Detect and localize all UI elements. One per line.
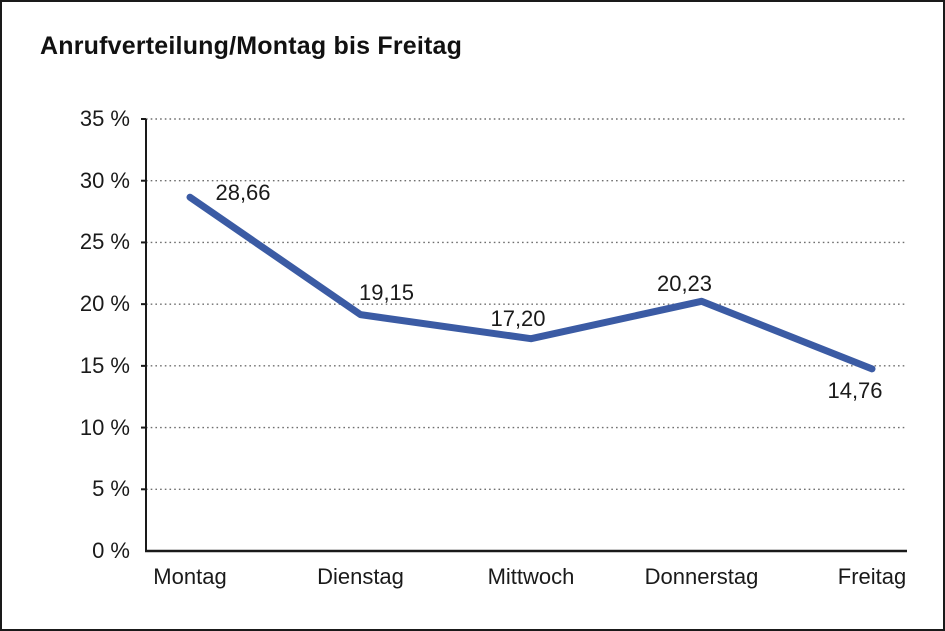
data-point-label-donnerstag: 20,23: [656, 271, 713, 297]
x-category-label-donnerstag: Donnerstag: [644, 564, 759, 589]
x-category-label-freitag: Freitag: [837, 564, 907, 589]
chart-title: Anrufverteilung/Montag bis Freitag: [40, 32, 463, 60]
data-point-label-montag: 28,66: [215, 180, 271, 206]
y-tick-label-15: 15 %: [79, 352, 130, 378]
x-category-label-montag: Montag: [153, 564, 227, 589]
x-category-label-mittwoch: Mittwoch: [487, 564, 575, 589]
y-tick-label-10: 10 %: [79, 414, 130, 440]
data-point-label-freitag: 14,76: [827, 377, 883, 403]
x-category-label-dienstag: Dienstag: [317, 564, 404, 589]
y-tick-label-30: 30 %: [79, 167, 130, 193]
data-point-label-mittwoch: 17,20: [490, 305, 546, 331]
y-tick-label-35: 35 %: [79, 106, 130, 131]
y-tick-label-20: 20 %: [79, 291, 130, 317]
y-tick-label-5: 5 %: [92, 476, 130, 502]
y-tick-label-25: 25 %: [79, 229, 130, 255]
y-tick-label-0: 0 %: [92, 538, 130, 563]
data-line-anrufverteilung: [186, 193, 876, 373]
data-point-label-dienstag: 19,15: [358, 279, 415, 305]
